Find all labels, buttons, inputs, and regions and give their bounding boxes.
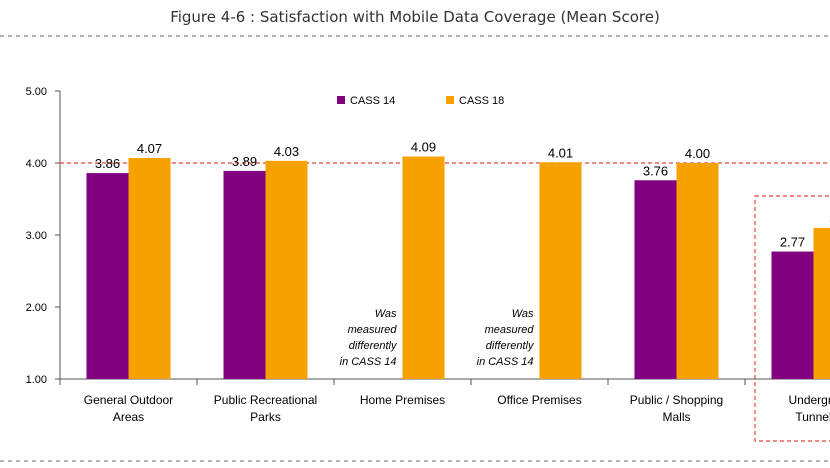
data-label: 3.89 bbox=[232, 154, 257, 169]
category-label: Public Recreational bbox=[214, 393, 317, 407]
category-label: Public / Shopping bbox=[630, 393, 723, 407]
bar-cass14 bbox=[86, 173, 129, 379]
category-label: Parks bbox=[250, 410, 281, 424]
note-text: differently bbox=[486, 340, 535, 352]
note-text: in CASS 14 bbox=[340, 356, 397, 368]
bar-cass14 bbox=[223, 170, 266, 379]
data-label: 3.86 bbox=[95, 156, 120, 171]
bar-cass18 bbox=[128, 157, 171, 379]
legend-cass14-swatch bbox=[337, 96, 345, 104]
data-label: 3.76 bbox=[643, 163, 668, 178]
bar-cass18 bbox=[402, 156, 445, 379]
bar-cass18 bbox=[265, 160, 308, 379]
category-label: Undergro bbox=[788, 393, 830, 407]
y-tick-label: 1.00 bbox=[26, 374, 47, 386]
data-label: 2.77 bbox=[780, 235, 805, 250]
legend-cass14-label: CASS 14 bbox=[350, 95, 395, 107]
bar-cass18 bbox=[676, 163, 719, 379]
data-label: 4.03 bbox=[274, 144, 299, 159]
y-tick-label: 2.00 bbox=[26, 302, 47, 314]
note-text: Was bbox=[512, 308, 534, 320]
category-label: Home Premises bbox=[360, 393, 445, 407]
note-text: measured bbox=[485, 324, 535, 336]
y-tick-label: 3.00 bbox=[26, 230, 47, 242]
bar-cass14 bbox=[634, 180, 677, 379]
chart-title: Figure 4-6 : Satisfaction with Mobile Da… bbox=[170, 8, 660, 26]
bar-cass14 bbox=[771, 251, 814, 379]
data-label: 4.09 bbox=[411, 140, 436, 155]
category-label: General Outdoor bbox=[84, 393, 173, 407]
category-label: Malls bbox=[662, 410, 690, 424]
bar-cass18 bbox=[539, 162, 582, 379]
category-label: Office Premises bbox=[497, 393, 581, 407]
note-text: Was bbox=[375, 308, 397, 320]
data-label: 4.00 bbox=[685, 146, 710, 161]
note-text: differently bbox=[349, 340, 398, 352]
data-label: 4.01 bbox=[548, 145, 573, 160]
category-label: Tunnel bbox=[795, 410, 830, 424]
note-text: measured bbox=[348, 324, 398, 336]
note-text: in CASS 14 bbox=[477, 356, 534, 368]
y-tick-label: 4.00 bbox=[26, 158, 47, 170]
category-label: Areas bbox=[113, 410, 144, 424]
legend-cass18-swatch bbox=[446, 96, 454, 104]
bar-cass18 bbox=[813, 227, 830, 379]
y-tick-label: 5.00 bbox=[26, 86, 47, 98]
legend-cass18-label: CASS 18 bbox=[459, 95, 504, 107]
data-label: 4.07 bbox=[137, 141, 162, 156]
